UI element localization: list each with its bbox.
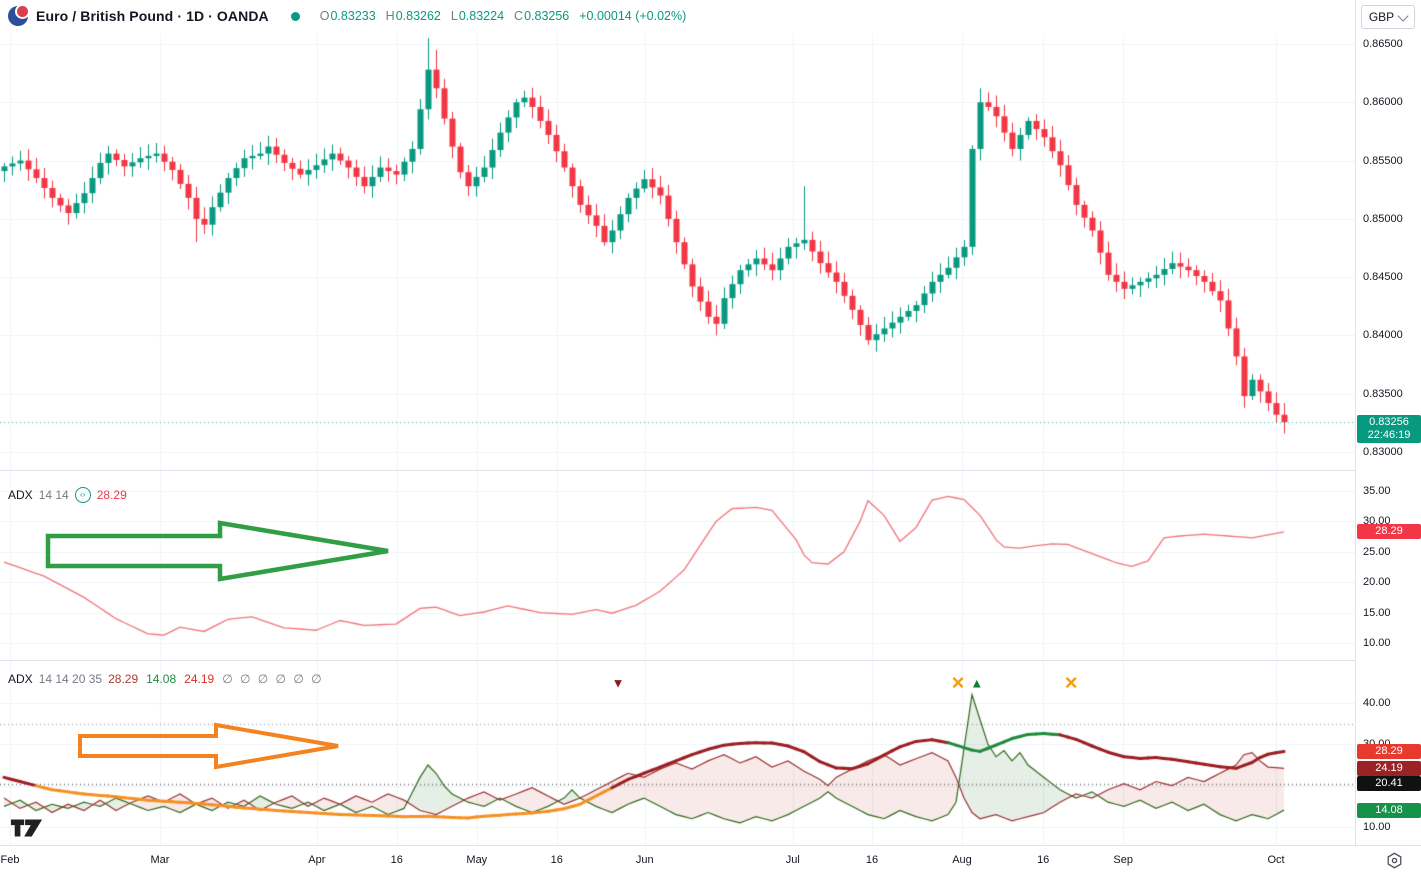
time-tick-label: Apr [308, 854, 326, 866]
time-tick-label: 16 [390, 854, 403, 866]
adx2-value-badge: 14.08 [1357, 802, 1421, 818]
time-tick-label: May [466, 854, 488, 866]
axis-tick-label: 15.00 [1363, 606, 1391, 619]
indicator-legend-adx2[interactable]: ADX 14 14 20 35 28.29 14.08 24.19 ∅ ∅ ∅ ∅ ∅… [8, 672, 324, 686]
time-tick-label: Feb [0, 854, 20, 866]
time-tick-label: Oct [1267, 854, 1285, 866]
ohlc-segment: H0.83262 [385, 9, 441, 23]
axis-tick-label: 0.83500 [1363, 387, 1403, 400]
ohlc-values: O0.83233 H0.83262 L0.83224 C0.83256 +0.00014… [320, 9, 687, 23]
indicator-legend-adx1[interactable]: ADX 14 14 ‹› 28.29 [8, 487, 127, 503]
axis-tick-label: 0.85000 [1363, 212, 1403, 225]
chart-header: Euro / British Pound · 1D · OANDA O0.832… [0, 0, 686, 32]
adx2-value-badge: 28.29 [1357, 743, 1421, 759]
indicator-value: 24.19 [184, 672, 215, 686]
axis-tick-label: 0.86500 [1363, 38, 1403, 50]
panel-separator[interactable] [0, 660, 1421, 661]
ohlc-segment: C0.83256 [514, 9, 570, 23]
market-status-dot-icon [290, 11, 300, 21]
x-cross-marker[interactable]: × [1064, 670, 1078, 695]
green-right-arrow-annotation[interactable] [44, 520, 394, 582]
indicator-name: ADX [8, 672, 33, 686]
time-tick-label: Mar [150, 854, 170, 866]
orange-right-arrow-annotation[interactable] [76, 722, 346, 772]
price-scale-axis[interactable]: GBP 0.86500 0.86000 0.85500 0.85000 0.84500 0… [1355, 0, 1421, 845]
time-tick-label: Sep [1113, 854, 1133, 866]
symbol-title[interactable]: Euro / British Pound · 1D · OANDA [36, 8, 269, 24]
adx2-value-badge: 20.41 [1357, 776, 1421, 792]
axis-tick-label: 40.00 [1363, 697, 1391, 709]
time-tick-label: Jul [785, 854, 800, 866]
triangle-down-marker[interactable]: ▼ [611, 675, 625, 691]
indicator-value: 28.29 [96, 488, 127, 502]
time-axis-settings-gear-icon[interactable] [1386, 852, 1403, 869]
indicator-params: 14 14 20 35 [38, 672, 103, 686]
ohlc-segment: L0.83224 [450, 9, 505, 23]
time-tick-label: 16 [1037, 854, 1050, 866]
axis-tick-label: 25.00 [1363, 545, 1391, 558]
symbol-pair-logo-icon [8, 4, 30, 26]
axis-tick-label: 35.00 [1363, 485, 1391, 497]
adx2-value-badge: 24.19 [1357, 760, 1421, 776]
time-tick-label: Jun [635, 854, 654, 866]
indicator-null-values: ∅ ∅ ∅ ∅ ∅ ∅ [222, 672, 324, 686]
time-tick-label: Aug [952, 854, 972, 866]
time-tick-label: 16 [865, 854, 879, 866]
ohlc-segment: +0.00014 (+0.02%) [579, 9, 687, 23]
adx-value-badge: 28.29 [1357, 524, 1421, 540]
axis-tick-label: 0.84500 [1363, 271, 1403, 284]
chevron-down-icon [1397, 9, 1409, 22]
last-price-countdown-badge: 0.83256 22:46:19 [1357, 415, 1421, 444]
time-scale-axis[interactable]: Feb Mar Apr 16 May 16 Jun Jul 16 Aug 16 Sep Oct [0, 845, 1421, 875]
axis-tick-label: 0.86000 [1363, 96, 1403, 109]
axis-tick-label: 0.85500 [1363, 154, 1403, 167]
currency-label: GBP [1368, 10, 1395, 24]
ohlc-segment: O0.83233 [319, 9, 376, 23]
indicator-values: 28.29 14.08 24.19 ∅ ∅ ∅ ∅ ∅ ∅ [108, 672, 323, 686]
triangle-up-marker[interactable]: ▲ [970, 675, 984, 691]
indicator-status-icon: ‹› [74, 487, 91, 503]
axis-tick-label: 10.00 [1363, 821, 1391, 833]
axis-tick-label: 0.83000 [1363, 446, 1403, 459]
axis-tick-label: 0.84000 [1363, 329, 1403, 342]
axis-tick-label: 10.00 [1363, 637, 1391, 649]
indicator-value: 28.29 [108, 672, 139, 686]
x-cross-marker[interactable]: × [951, 670, 965, 695]
indicator-params: 14 14 [38, 488, 69, 502]
indicator-name: ADX [8, 488, 33, 502]
axis-tick-label: 20.00 [1363, 576, 1391, 589]
time-tick-label: 16 [550, 854, 563, 866]
indicator-value: 14.08 [146, 672, 177, 686]
panel-separator[interactable] [0, 470, 1421, 471]
tradingview-logo[interactable] [10, 815, 44, 839]
currency-selector[interactable]: GBP [1361, 5, 1415, 29]
